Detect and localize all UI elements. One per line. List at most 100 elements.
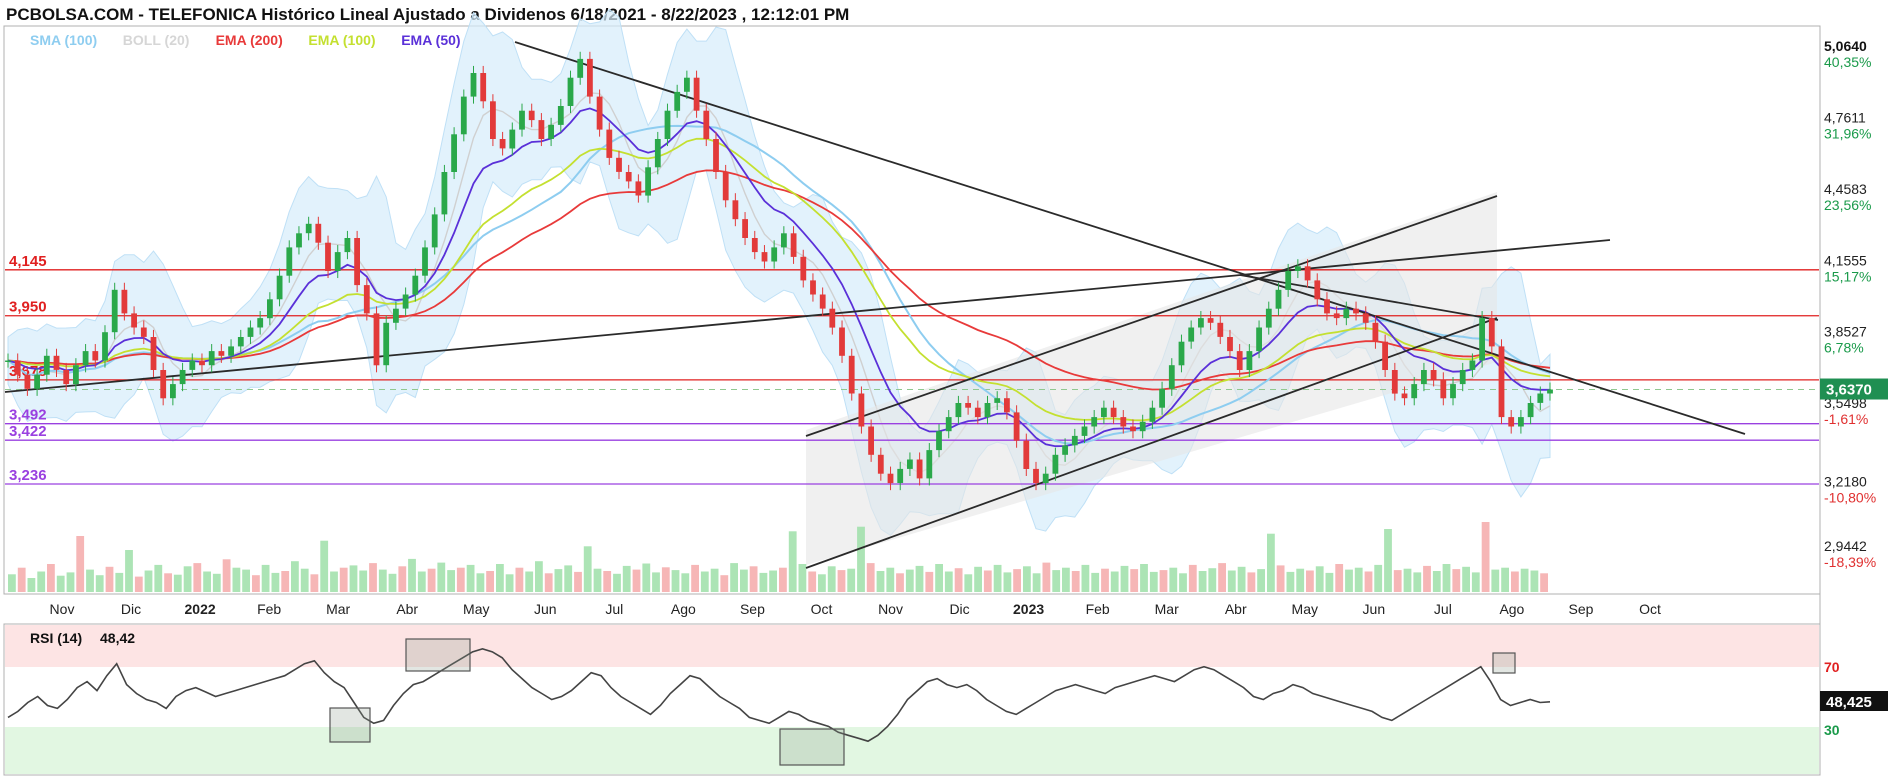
candle-body-24 — [237, 337, 244, 347]
volume-bar-37 — [369, 563, 377, 592]
candle-body-28 — [276, 275, 283, 300]
candle-body-63 — [616, 157, 622, 172]
candle-body-156 — [1518, 417, 1524, 427]
volume-bar-26 — [261, 564, 270, 592]
volume-bar-151 — [1481, 522, 1490, 592]
candle-body-33 — [325, 242, 331, 271]
time-axis: Nov Dic 2022 Feb Mar Abr May Jun Jul Ago Sep Oct Nov… — [50, 601, 1661, 617]
candle-body-16 — [160, 370, 167, 399]
candle-body-111 — [1081, 426, 1088, 436]
candle-body-49 — [480, 73, 487, 102]
time-label-4: Mar — [326, 601, 350, 617]
candle-body-148 — [1440, 379, 1447, 399]
ema-200-line — [7, 169, 1551, 391]
candle-body-158 — [1537, 393, 1544, 403]
candle-body-134 — [1304, 266, 1311, 281]
candle-body-114 — [1110, 407, 1117, 418]
volume-bar-63 — [622, 565, 631, 592]
volume-bar-118 — [1159, 570, 1168, 592]
candle-body-128 — [1246, 351, 1253, 370]
candle-body-30 — [296, 233, 302, 248]
time-label-22: Sep — [1568, 601, 1593, 617]
price-tick-4: 3,8527 — [1824, 324, 1867, 340]
candle-body-102 — [994, 398, 1001, 403]
candle-body-143 — [1391, 370, 1398, 394]
volume-bar-94 — [925, 571, 934, 592]
volume-bar-87 — [857, 526, 865, 592]
price-pct-6: -10,80% — [1824, 489, 1876, 505]
candle-body-124 — [1207, 318, 1214, 323]
candle-body-51 — [499, 139, 506, 149]
volume-bar-10 — [105, 566, 114, 592]
volume-bar-14 — [144, 570, 153, 592]
volume-bar-46 — [456, 567, 465, 592]
candle-body-47 — [460, 96, 467, 135]
volume-bar-140 — [1374, 564, 1383, 592]
volume-bar-139 — [1364, 571, 1373, 592]
price-pct-3: 15,17% — [1824, 268, 1871, 284]
candle-body-97 — [945, 417, 952, 432]
volume-bar-150 — [1471, 572, 1480, 592]
time-label-14: 2023 — [1013, 601, 1044, 617]
volume-bar-123 — [1208, 568, 1217, 592]
time-label-18: May — [1292, 601, 1318, 617]
volume-bar-49 — [486, 571, 494, 592]
volume-bar-50 — [496, 564, 504, 592]
time-label-10: Sep — [740, 601, 765, 617]
trend-line-3 — [805, 317, 1498, 569]
volume-bar-129 — [1267, 533, 1275, 592]
volume-bar-113 — [1110, 571, 1119, 592]
volume-bar-133 — [1306, 570, 1314, 592]
candle-body-142 — [1382, 341, 1388, 370]
volume-bar-83 — [818, 574, 826, 592]
candle-body-35 — [344, 238, 351, 253]
volume-bar-30 — [300, 568, 309, 592]
candle-body-22 — [218, 351, 225, 356]
volume-bar-0 — [8, 574, 16, 592]
candle-body-1 — [14, 360, 21, 375]
ema-50-line — [7, 107, 1550, 448]
volume-bar-25 — [252, 575, 260, 592]
candle-body-153 — [1488, 318, 1495, 347]
volume-bar-55 — [544, 573, 553, 592]
volume-bar-149 — [1462, 566, 1470, 592]
price-pct-5: -1,61% — [1824, 411, 1868, 427]
time-label-9: Ago — [671, 601, 696, 617]
volume-bar-40 — [398, 566, 407, 592]
volume-bar-146 — [1432, 571, 1441, 592]
candle-body-58 — [567, 77, 574, 106]
candle-body-86 — [839, 327, 845, 356]
price-tick-3: 4,1555 — [1824, 252, 1867, 268]
volume-bar-27 — [271, 572, 280, 592]
volume-bar-33 — [330, 571, 338, 592]
volume-bar-109 — [1071, 571, 1080, 592]
volume-bar-98 — [964, 574, 973, 592]
volume-bar-38 — [378, 569, 387, 592]
volume-bar-127 — [1247, 572, 1256, 592]
volume-bar-56 — [554, 569, 563, 592]
candle-body-83 — [810, 280, 816, 295]
candle-body-147 — [1430, 370, 1437, 380]
candle-body-13 — [131, 313, 137, 328]
candle-body-92 — [897, 468, 904, 483]
volume-bar-135 — [1325, 572, 1334, 592]
last-price-label: 3,6370 — [1826, 382, 1872, 399]
candle-body-93 — [907, 459, 913, 469]
candle-body-4 — [43, 355, 50, 375]
candle-body-152 — [1479, 318, 1485, 361]
chart-title: PCBOLSA.COM - TELEFONICA Histórico Linea… — [6, 5, 849, 24]
volume-bar-31 — [310, 574, 319, 592]
candle-body-138 — [1343, 308, 1350, 319]
time-label-8: Jul — [605, 601, 623, 617]
time-label-5: Abr — [396, 601, 418, 617]
candle-body-113 — [1101, 407, 1107, 418]
volume-bar-99 — [974, 566, 982, 592]
rsi-oversold-label: 30 — [1824, 722, 1840, 738]
candle-body-157 — [1527, 403, 1534, 418]
candle-body-116 — [1130, 426, 1136, 432]
candle-body-3 — [34, 374, 40, 389]
volume-bar-78 — [769, 570, 777, 592]
candle-body-119 — [1159, 388, 1165, 408]
volume-bar-115 — [1130, 569, 1139, 592]
